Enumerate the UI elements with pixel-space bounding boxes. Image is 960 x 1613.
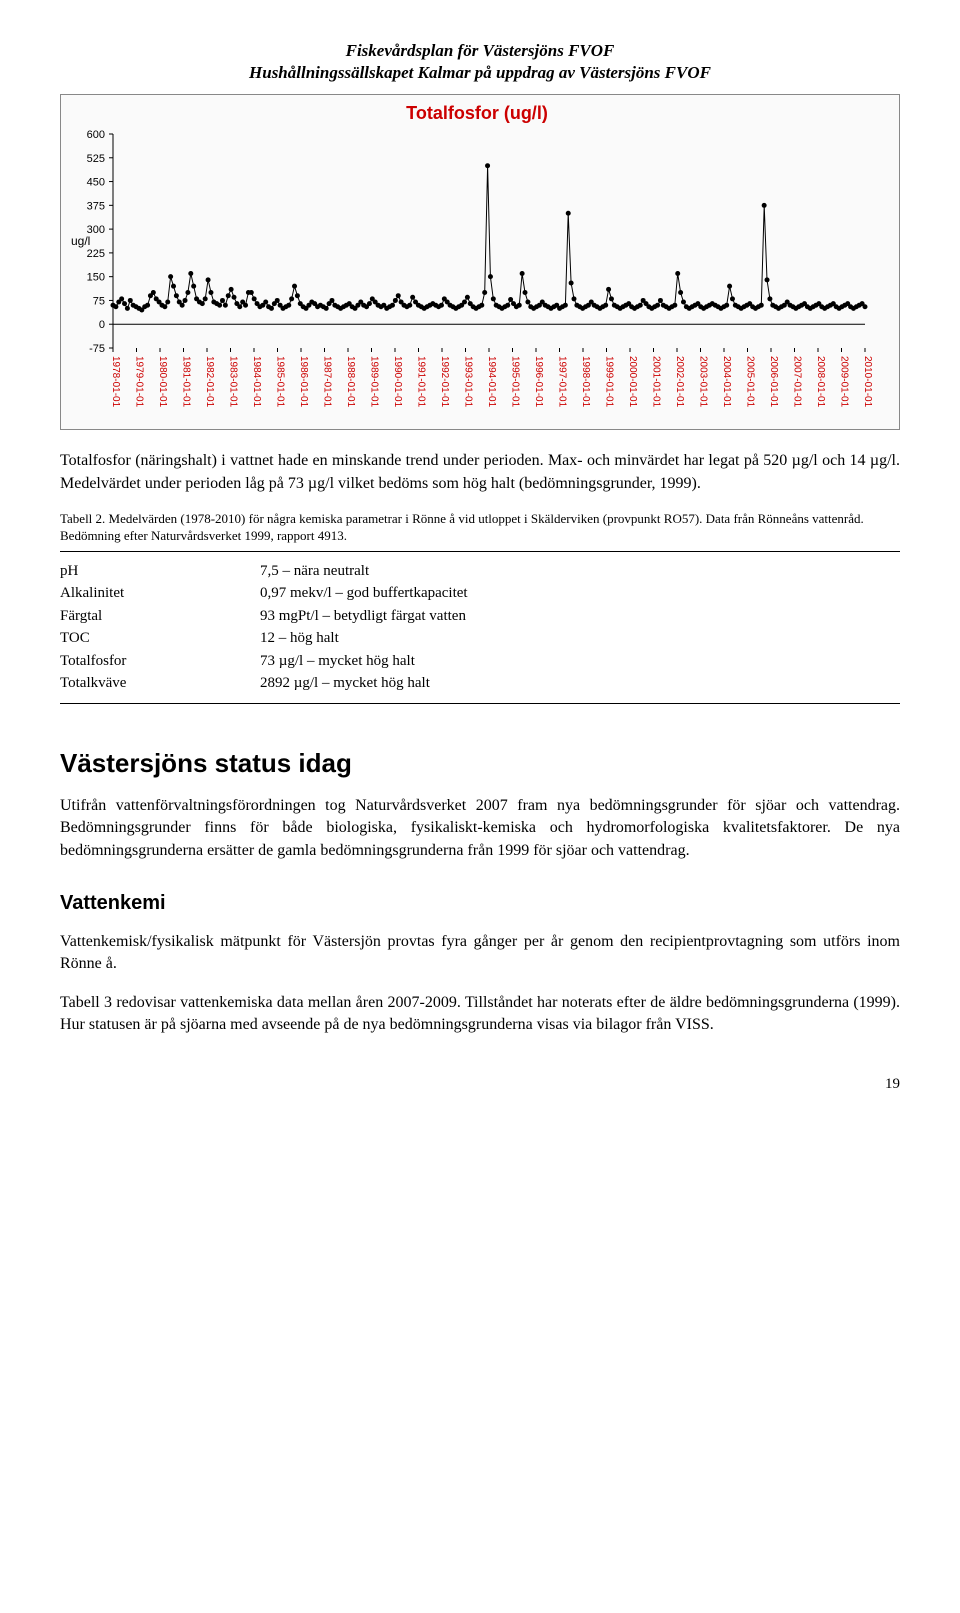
divider-top	[60, 551, 900, 552]
heading-vattenkemi: Vattenkemi	[60, 892, 900, 915]
doc-header: Fiskevårdsplan för Västersjöns FVOF Hush…	[60, 40, 900, 84]
page-number: 19	[60, 1076, 900, 1093]
param-key: TOC	[60, 627, 260, 650]
svg-text:1979-01-01: 1979-01-01	[134, 356, 145, 408]
svg-text:1989-01-01: 1989-01-01	[369, 356, 380, 408]
svg-text:2007-01-01: 2007-01-01	[792, 356, 803, 408]
svg-text:2001-01-01: 2001-01-01	[651, 356, 662, 408]
svg-text:2003-01-01: 2003-01-01	[698, 356, 709, 408]
svg-text:2008-01-01: 2008-01-01	[815, 356, 826, 408]
table-row: TOC12 – hög halt	[60, 627, 900, 650]
svg-text:1997-01-01: 1997-01-01	[557, 356, 568, 408]
svg-text:1992-01-01: 1992-01-01	[439, 356, 450, 408]
param-key: Färgtal	[60, 605, 260, 628]
svg-text:1991-01-01: 1991-01-01	[416, 356, 427, 408]
svg-text:1994-01-01: 1994-01-01	[486, 356, 497, 408]
param-value: 73 µg/l – mycket hög halt	[260, 650, 900, 673]
param-value: 7,5 – nära neutralt	[260, 560, 900, 583]
chart-title: Totalfosfor (ug/l)	[65, 103, 889, 124]
svg-text:1999-01-01: 1999-01-01	[604, 356, 615, 408]
paragraph-summary: Totalfosfor (näringshalt) i vattnet hade…	[60, 450, 900, 495]
svg-text:ug/l: ug/l	[71, 234, 90, 248]
param-value: 12 – hög halt	[260, 627, 900, 650]
svg-text:1987-01-01: 1987-01-01	[322, 356, 333, 408]
svg-text:0: 0	[99, 319, 105, 331]
svg-text:1980-01-01: 1980-01-01	[157, 356, 168, 408]
header-line1: Fiskevårdsplan för Västersjöns FVOF	[60, 40, 900, 62]
table2-caption: Tabell 2. Medelvärden (1978-2010) för nå…	[60, 511, 900, 545]
svg-text:1990-01-01: 1990-01-01	[392, 356, 403, 408]
param-value: 2892 µg/l – mycket hög halt	[260, 672, 900, 695]
param-key: Totalfosfor	[60, 650, 260, 673]
svg-text:75: 75	[93, 296, 105, 308]
param-value: 0,97 mekv/l – god buffertkapacitet	[260, 582, 900, 605]
paragraph-vattenkemi-1: Vattenkemisk/fysikalisk mätpunkt för Väs…	[60, 931, 900, 976]
svg-text:2000-01-01: 2000-01-01	[627, 356, 638, 408]
svg-text:1981-01-01: 1981-01-01	[181, 356, 192, 408]
table-row: Färgtal93 mgPt/l – betydligt färgat vatt…	[60, 605, 900, 628]
svg-text:450: 450	[87, 177, 105, 189]
svg-text:1998-01-01: 1998-01-01	[580, 356, 591, 408]
svg-text:600: 600	[87, 130, 105, 141]
svg-text:2010-01-01: 2010-01-01	[862, 356, 873, 408]
svg-text:1983-01-01: 1983-01-01	[228, 356, 239, 408]
svg-text:2009-01-01: 2009-01-01	[839, 356, 850, 408]
svg-text:1978-01-01: 1978-01-01	[110, 356, 121, 408]
svg-text:1985-01-01: 1985-01-01	[275, 356, 286, 408]
svg-text:1988-01-01: 1988-01-01	[345, 356, 356, 408]
chart-plot: -75075150225300375450525600ug/l1978-01-0…	[65, 130, 889, 425]
svg-text:2005-01-01: 2005-01-01	[745, 356, 756, 408]
svg-text:-75: -75	[89, 343, 105, 355]
param-key: Alkalinitet	[60, 582, 260, 605]
param-key: Totalkväve	[60, 672, 260, 695]
svg-text:1982-01-01: 1982-01-01	[204, 356, 215, 408]
svg-text:2004-01-01: 2004-01-01	[721, 356, 732, 408]
svg-text:375: 375	[87, 201, 105, 213]
svg-text:2006-01-01: 2006-01-01	[768, 356, 779, 408]
svg-text:225: 225	[87, 248, 105, 260]
svg-text:525: 525	[87, 153, 105, 165]
svg-text:2002-01-01: 2002-01-01	[674, 356, 685, 408]
svg-text:1984-01-01: 1984-01-01	[251, 356, 262, 408]
param-value: 93 mgPt/l – betydligt färgat vatten	[260, 605, 900, 628]
table-row: Totalfosfor73 µg/l – mycket hög halt	[60, 650, 900, 673]
paragraph-vattenkemi-2: Tabell 3 redovisar vattenkemiska data me…	[60, 992, 900, 1037]
paragraph-status: Utifrån vattenförvaltningsförordningen t…	[60, 795, 900, 862]
header-line2: Hushållningssällskapet Kalmar på uppdrag…	[60, 62, 900, 84]
parameter-table: pH7,5 – nära neutraltAlkalinitet0,97 mek…	[60, 560, 900, 695]
param-key: pH	[60, 560, 260, 583]
svg-text:1995-01-01: 1995-01-01	[510, 356, 521, 408]
svg-text:1996-01-01: 1996-01-01	[533, 356, 544, 408]
svg-text:150: 150	[87, 272, 105, 284]
divider-bottom	[60, 703, 900, 704]
svg-text:1986-01-01: 1986-01-01	[298, 356, 309, 408]
svg-text:1993-01-01: 1993-01-01	[463, 356, 474, 408]
table-row: Totalkväve2892 µg/l – mycket hög halt	[60, 672, 900, 695]
table-row: pH7,5 – nära neutralt	[60, 560, 900, 583]
table-row: Alkalinitet0,97 mekv/l – god buffertkapa…	[60, 582, 900, 605]
chart-totalfosfor: Totalfosfor (ug/l) -75075150225300375450…	[60, 94, 900, 430]
heading-status: Västersjöns status idag	[60, 748, 900, 779]
